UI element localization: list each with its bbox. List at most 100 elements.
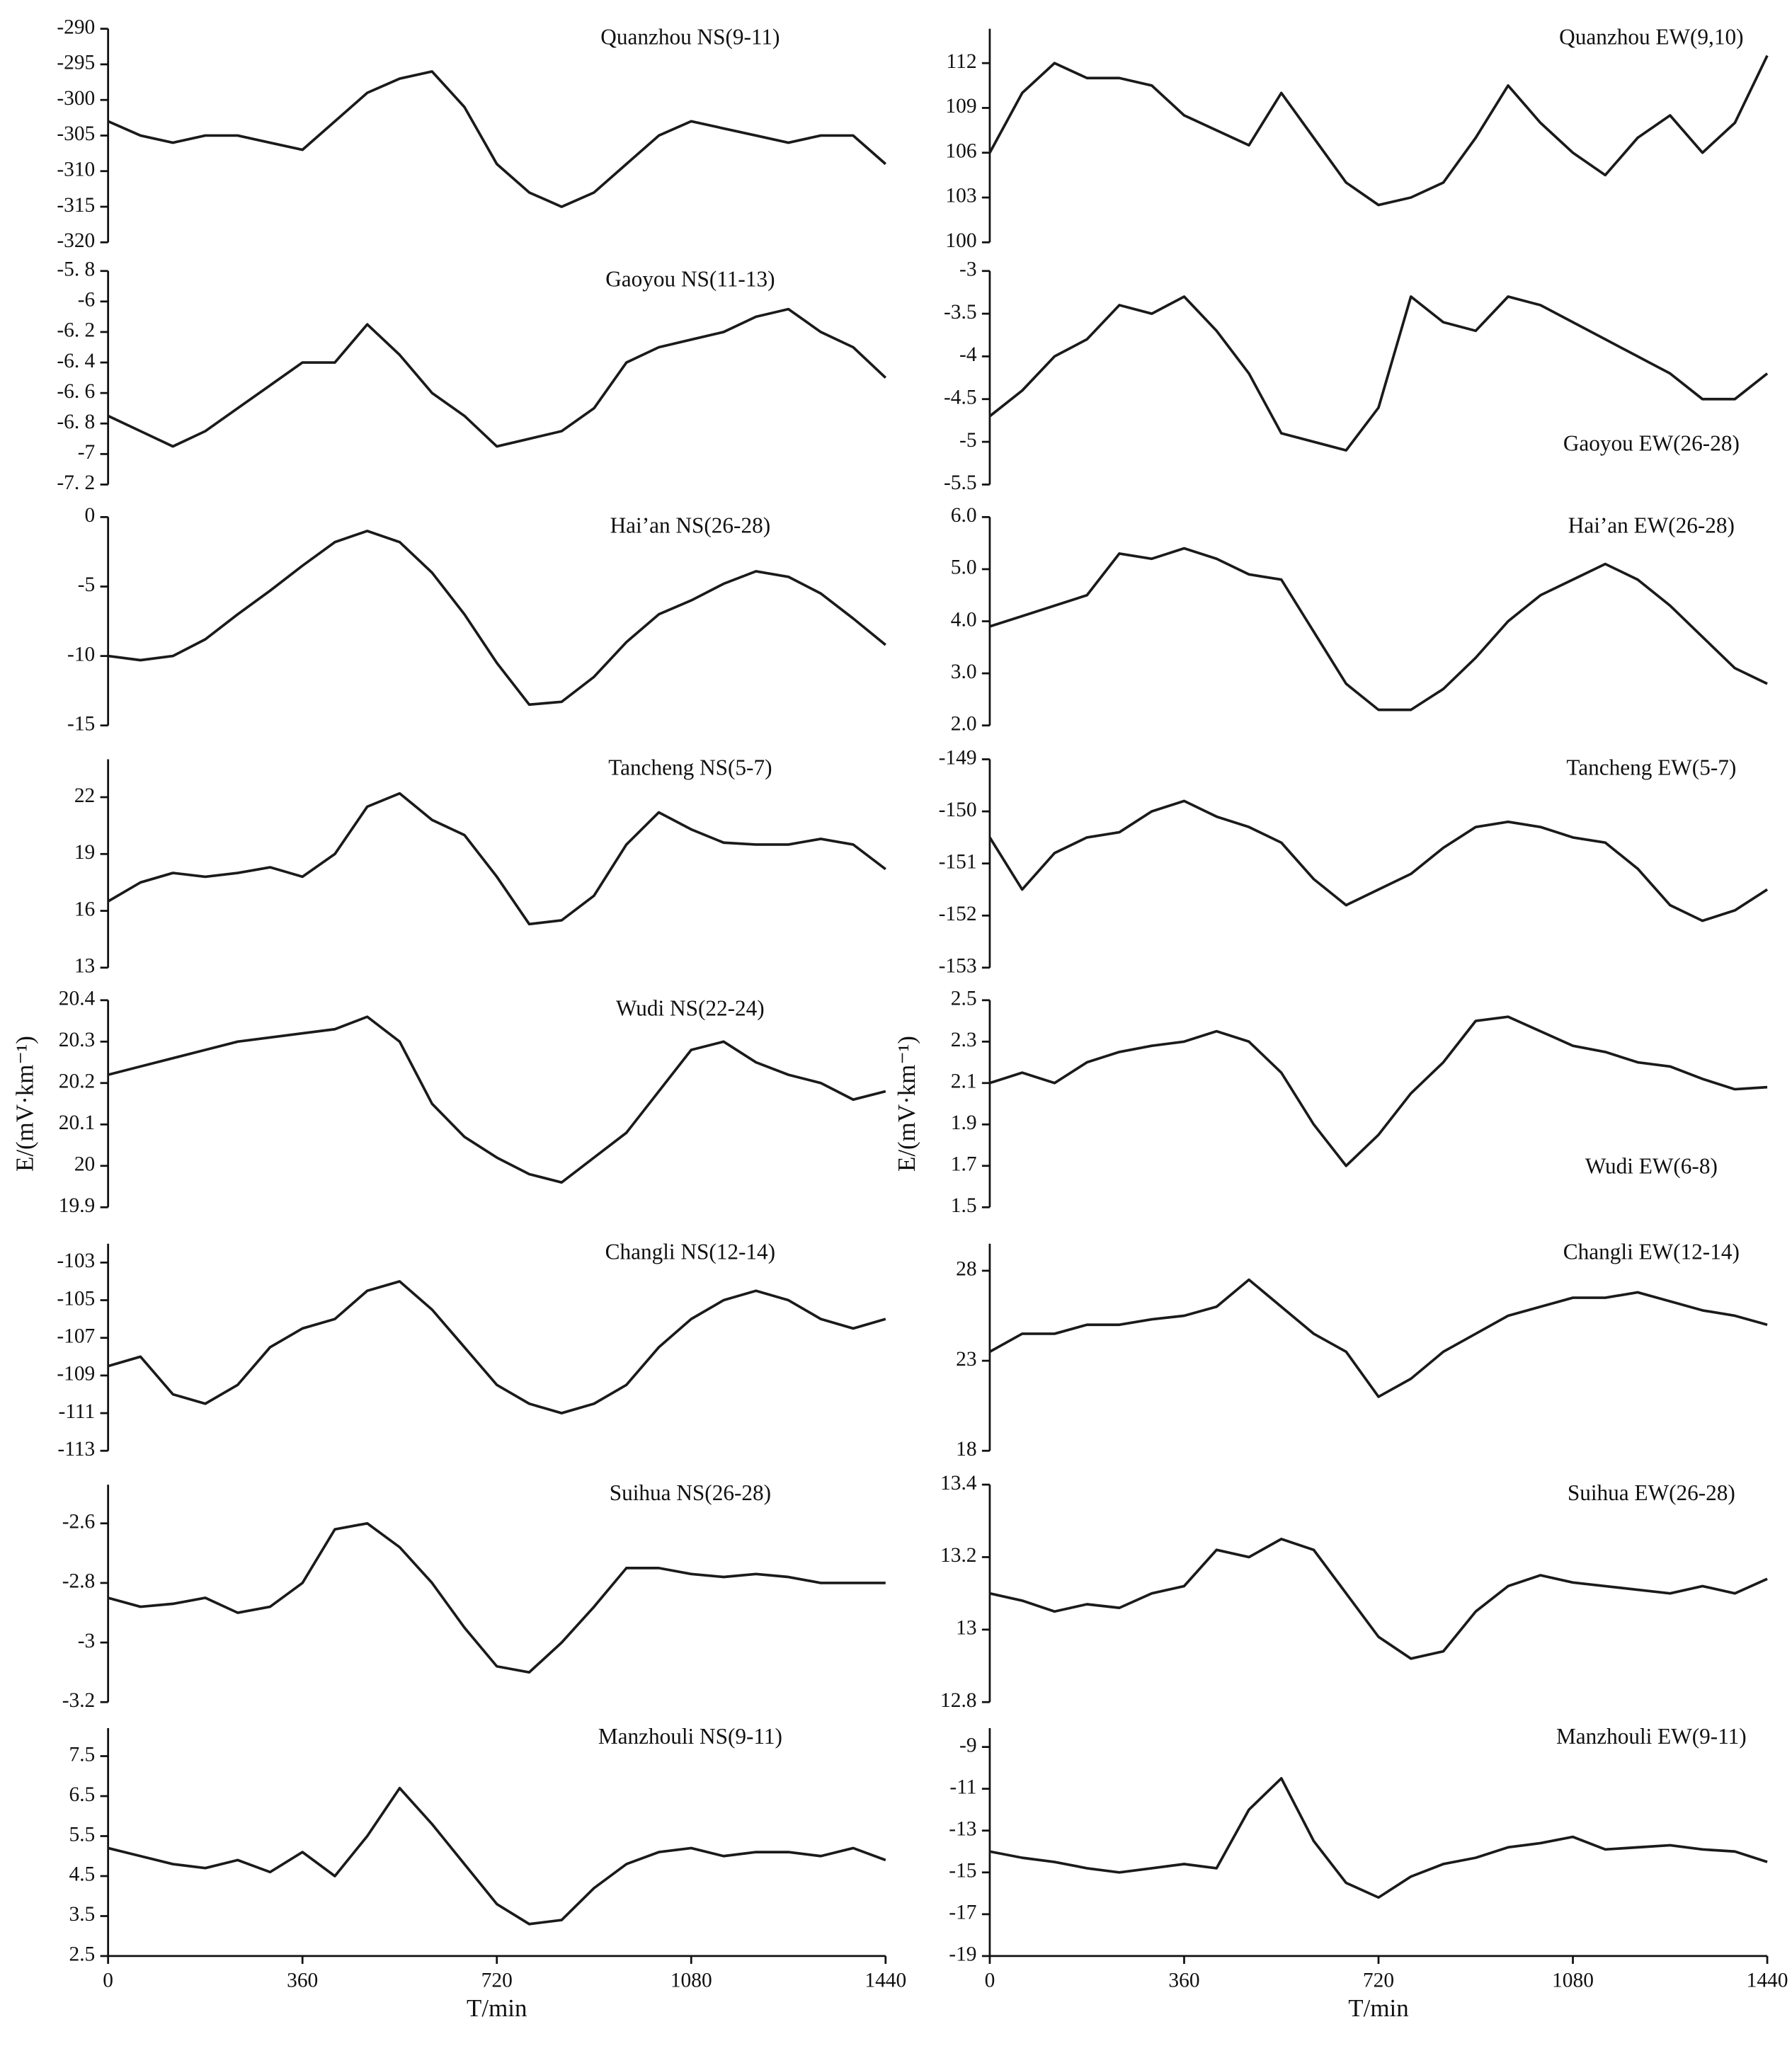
y-tick-label: -300 [57,87,95,110]
y-tick-label: 28 [956,1258,976,1281]
y-axis-label: E/(mV·km⁻¹) [11,1036,39,1172]
y-tick-label: -6. 8 [57,411,95,433]
panel-title: Wudi EW(6-8) [1585,1153,1718,1178]
x-tick-label: 720 [1363,1969,1394,1991]
y-tick-label: -2.6 [62,1511,96,1533]
x-tick-label: 0 [103,1969,113,1991]
y-tick-label: -315 [57,194,95,217]
y-tick-label: -15 [949,1860,976,1882]
y-tick-label: -4 [959,343,977,366]
y-tick-label: -6 [78,289,96,312]
y-tick-label: -5 [959,429,977,452]
data-line [988,55,1769,207]
data-line [988,295,1769,452]
y-tick-label: 19 [74,841,95,864]
y-tick-label: 23 [956,1348,976,1371]
y-tick-label: 13.2 [940,1544,977,1567]
panel-title: Wudi NS(22-24) [616,996,765,1021]
y-tick-label: 2.1 [951,1070,977,1093]
y-tick-label: 2.5 [951,988,977,1010]
panel-title: Manzhouli NS(9-11) [598,1724,782,1749]
data-line [108,1521,886,1674]
y-tick-label: 20.3 [59,1029,96,1051]
y-tick-label: 20.1 [59,1111,96,1134]
y-tick-label: -5 [78,573,96,596]
data-line [108,1786,886,1926]
y-tick-label: -3 [959,258,977,281]
y-tick-label: -6. 4 [57,350,95,372]
y-tick-label: 18 [956,1438,976,1461]
y-tick-label: 4.5 [69,1863,95,1886]
y-tick-label: 6.0 [951,504,977,527]
y-tick-label: -109 [57,1363,95,1385]
x-tick-label: 1080 [1552,1969,1594,1991]
y-tick-label: -111 [59,1400,96,1423]
y-tick-label: -3 [78,1630,96,1652]
y-tick-label: 12.8 [940,1689,977,1712]
panel-title: Suihua EW(26-28) [1568,1480,1735,1505]
y-tick-label: -103 [57,1250,95,1272]
y-tick-label: -113 [57,1438,95,1461]
x-tick-label: 1440 [1747,1969,1788,1991]
panel-title: Changli NS(12-14) [605,1240,775,1264]
data-line [989,1777,1768,1899]
y-tick-label: -7 [78,441,96,464]
y-tick-label: -5.5 [944,472,977,494]
y-tick-label: -4.5 [944,386,977,408]
y-tick-label: -11 [949,1776,976,1798]
x-tick-label: 360 [287,1969,318,1991]
y-tick-label: -150 [939,799,977,821]
y-tick-label: 13 [956,1617,976,1640]
panel-title: Quanzhou EW(9,10) [1559,25,1743,50]
data-line [108,1280,886,1415]
y-tick-label: -19 [949,1943,976,1966]
x-tick-label: 1080 [670,1969,712,1991]
data-line [108,530,886,707]
y-tick-label: 7.5 [69,1743,95,1766]
y-tick-label: 20.4 [59,988,96,1010]
y-tick-label: 109 [945,95,976,118]
y-tick-label: 5.5 [69,1823,95,1846]
y-tick-label: 5.0 [951,556,977,579]
data-line [988,799,1769,922]
data-line [107,307,887,448]
x-axis-label: T/min [1348,1994,1408,2022]
x-tick-label: 1440 [864,1969,906,1991]
panel-title: Gaoyou NS(11-13) [605,267,775,292]
data-line [107,70,886,208]
y-tick-label: 1.9 [951,1111,977,1134]
y-tick-label: 1.7 [951,1153,977,1176]
x-axis-label: T/min [467,1994,527,2022]
y-tick-label: -6. 6 [57,380,95,403]
y-tick-label: -320 [57,229,95,252]
panel-title: Hai’an NS(26-28) [610,513,771,537]
y-tick-label: -13 [949,1817,976,1840]
y-tick-label: 0 [85,504,96,527]
y-tick-label: 112 [946,50,976,73]
y-tick-label: -6. 2 [57,319,95,342]
x-tick-label: 360 [1168,1969,1199,1991]
panel-title: Hai’an EW(26-28) [1568,513,1735,537]
y-tick-label: -290 [57,16,95,38]
x-tick-label: 720 [481,1969,513,1991]
y-tick-label: 20.2 [59,1070,96,1093]
y-tick-label: -305 [57,122,95,145]
y-tick-label: 2.3 [951,1029,977,1051]
y-tick-label: -107 [57,1325,95,1347]
y-tick-label: 19.9 [59,1194,96,1217]
panel-title: Gaoyou EW(26-28) [1563,430,1740,455]
y-tick-label: -3.5 [944,301,977,324]
data-line [989,1278,1768,1398]
y-tick-label: 1.5 [951,1194,977,1217]
y-tick-label: 103 [945,185,976,207]
y-tick-label: 106 [945,139,976,162]
y-tick-label: -149 [939,746,977,769]
y-tick-label: 22 [74,784,95,807]
y-axis-label: E/(mV·km⁻¹) [893,1036,920,1172]
y-tick-label: 3.0 [951,661,977,683]
panel-title: Quanzhou NS(9-11) [600,25,780,50]
y-tick-label: -9 [959,1734,977,1756]
y-tick-label: 2.5 [69,1943,95,1966]
y-tick-label: 2.0 [951,712,977,735]
